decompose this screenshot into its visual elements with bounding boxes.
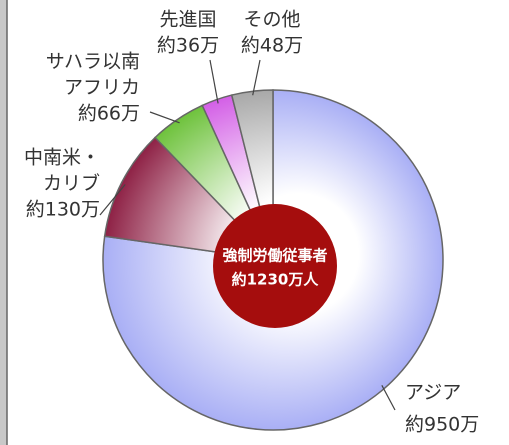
left-edge <box>0 0 7 445</box>
slice-label: アジア <box>405 382 461 404</box>
pie-slice <box>102 89 444 431</box>
slice-label: その他 <box>243 9 300 31</box>
center-label: 約1230万人 <box>232 271 320 289</box>
center-circle <box>213 204 337 328</box>
slice-label: 中南米・ <box>24 147 100 169</box>
leader-line <box>209 59 219 104</box>
value-label: 約66万 <box>78 103 140 125</box>
value-label: 約950万 <box>405 414 479 436</box>
slice-label: サハラ以南 <box>46 51 140 73</box>
leader-line <box>99 184 126 216</box>
leader-line <box>149 111 180 124</box>
slice-label: 先進国 <box>159 9 216 31</box>
value-label: 約130万 <box>26 199 100 221</box>
value-label: 約36万 <box>157 35 219 57</box>
center-label: 強制労働従事者 <box>222 247 327 265</box>
slice-label: アフリカ <box>64 77 140 99</box>
leader-line <box>252 59 261 96</box>
leader-line <box>381 385 396 411</box>
slice-label: カリブ <box>43 172 100 195</box>
value-label: 約48万 <box>241 35 303 57</box>
